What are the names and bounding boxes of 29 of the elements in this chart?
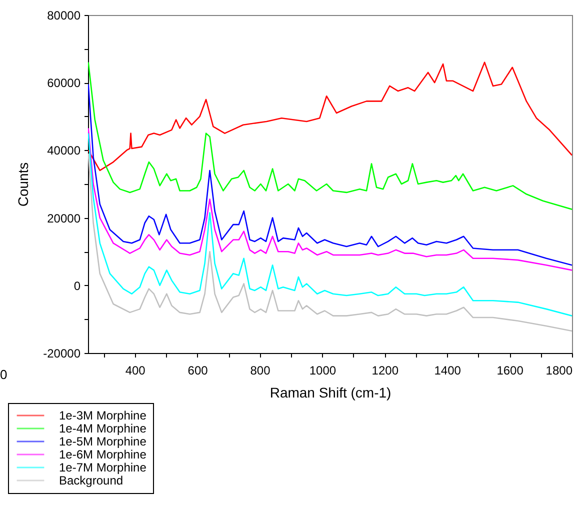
x-tick-label: 1600 [496, 364, 524, 378]
y-tick-label: 40000 [47, 144, 81, 158]
line-series [88, 152, 572, 332]
x-tick-label: 600 [188, 364, 208, 378]
y-tick-label: 0 [74, 278, 81, 293]
legend-label: Background [59, 474, 124, 488]
x-tick-label: 1800 [546, 364, 573, 378]
text: 0 [0, 367, 8, 382]
x-tick-label: 1000 [309, 364, 336, 378]
legend-label: 1e-6M Morphine [59, 448, 147, 462]
y-tick-label: -20000 [43, 346, 81, 360]
y-tick-label: 20000 [47, 211, 81, 226]
legend-label: 1e-4M Morphine [59, 422, 147, 436]
x-tick-label: 1400 [434, 364, 462, 378]
line-series [88, 62, 572, 172]
y-tick-label: 80000 [47, 8, 81, 22]
x-axis-title: Raman Shift (cm-1) [270, 384, 392, 400]
line-series [88, 128, 572, 271]
line-series [88, 62, 572, 210]
x-tick-label: 800 [250, 364, 271, 378]
x-tick-label: 1200 [372, 364, 399, 378]
legend-label: 1e-5M Morphine [59, 434, 147, 448]
line-series [88, 132, 572, 316]
legend-label: 1e-3M Morphine [59, 408, 147, 422]
line-series [88, 84, 572, 266]
y-axis-title: Counts [15, 162, 32, 207]
y-tick-label: 60000 [47, 76, 81, 90]
legend-label: 1e-7M Morphine [59, 460, 147, 474]
x-tick-label: 400 [125, 364, 146, 378]
